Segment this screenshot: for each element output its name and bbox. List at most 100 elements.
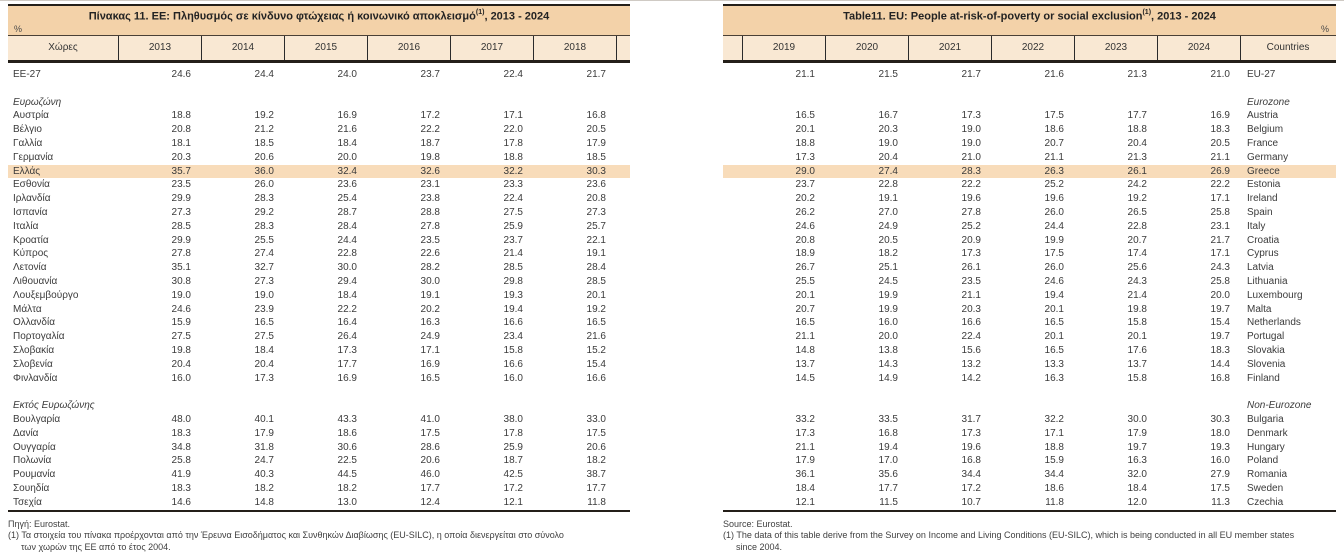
stub-cell <box>616 496 629 510</box>
value-cell: 19.4 <box>503 303 523 315</box>
value-cell: 32.6 <box>420 165 440 177</box>
value-cell: 17.8 <box>503 137 523 149</box>
value-cell: 34.4 <box>961 469 981 481</box>
table-row: 18.4 17.7 17.2 18.6 18.4 17.5 Sweden <box>723 482 1336 496</box>
value-cell: 22.0 <box>503 124 523 136</box>
value-cell: 23.8 <box>420 193 440 205</box>
table-row: ΕΕ-27 24.6 24.4 24.0 23.7 22.4 21.7 <box>8 68 630 82</box>
value-cell: 25.1 <box>878 262 898 274</box>
scan-edge-line <box>0 0 1344 1</box>
value-cell: 15.2 <box>586 344 606 356</box>
value-cell: 16.0 <box>1210 455 1230 467</box>
value-cell: 32.4 <box>337 165 357 177</box>
country-cell: Βουλγαρία <box>13 413 61 425</box>
table-row: 18.8 19.0 19.0 20.7 20.4 20.5 France <box>723 137 1336 151</box>
value-cell: 10.7 <box>961 496 981 508</box>
stub-cell <box>616 441 629 455</box>
table-row: Πορτογαλία 27.5 27.5 26.4 24.9 23.4 21.6 <box>8 330 630 344</box>
stub-cell <box>616 68 629 82</box>
table-row: 29.0 27.4 28.3 26.3 26.1 26.9 Greece <box>723 164 1336 179</box>
country-cell: Austria <box>1247 110 1279 122</box>
value-cell: 19.9 <box>878 289 898 301</box>
country-cell: ΕΕ-27 <box>13 69 41 80</box>
country-cell: Latvia <box>1247 262 1274 274</box>
value-cell: 26.5 <box>1127 206 1147 218</box>
value-cell: 11.8 <box>587 496 606 508</box>
value-cell: 28.8 <box>420 206 440 218</box>
value-cell: 18.8 <box>1044 441 1064 453</box>
value-cell: 21.1 <box>1210 151 1230 163</box>
value-cell: 19.7 <box>1127 441 1147 453</box>
table-row: Πολωνία 25.8 24.7 22.5 20.6 18.7 18.2 <box>8 454 630 468</box>
stub-cell <box>723 151 742 165</box>
value-cell: 23.1 <box>420 179 440 191</box>
value-cell: 19.0 <box>171 289 191 301</box>
value-cell: 28.3 <box>254 220 274 232</box>
value-cell: 30.6 <box>337 441 357 453</box>
value-cell: 18.6 <box>337 427 357 439</box>
table-row: 12.1 11.5 10.7 11.8 12.0 11.3 Czechia <box>723 496 1336 510</box>
country-cell: Estonia <box>1247 179 1281 191</box>
value-cell: 17.9 <box>1127 427 1147 439</box>
table-row: 36.1 35.6 34.4 34.4 32.0 27.9 Romania <box>723 468 1336 482</box>
value-cell: 19.1 <box>878 193 898 205</box>
value-cell: 16.5 <box>254 317 274 329</box>
country-cell: Γαλλία <box>13 137 43 149</box>
footnote-line: των χωρών της ΕΕ από το έτος 2004. <box>21 541 171 552</box>
table-row: 26.7 25.1 26.1 26.0 25.6 24.3 Latvia <box>723 261 1336 275</box>
value-cell: 14.8 <box>254 496 274 508</box>
value-cell: 28.5 <box>586 275 606 287</box>
table-row: 20.8 20.5 20.9 19.9 20.7 21.7 Croatia <box>723 234 1336 248</box>
value-cell: 17.9 <box>795 455 815 467</box>
value-cell: 31.7 <box>961 413 981 425</box>
table-row: 14.5 14.9 14.2 16.3 15.8 16.8 Finland <box>723 372 1336 386</box>
value-cell: 17.3 <box>961 427 981 439</box>
value-cell <box>825 96 908 110</box>
table-row: Δανία 18.3 17.9 18.6 17.5 17.8 17.5 <box>8 427 630 441</box>
value-cell: 20.0 <box>1210 289 1230 301</box>
value-cell: 28.6 <box>420 441 440 453</box>
value-cell <box>908 399 991 413</box>
value-cell: 19.0 <box>961 124 981 136</box>
value-cell: 29.8 <box>503 275 523 287</box>
value-cell: 20.6 <box>586 441 606 453</box>
value-cell: 27.8 <box>171 248 191 260</box>
value-cell: 25.9 <box>503 441 523 453</box>
value-cell: 17.2 <box>961 482 981 494</box>
value-cell: 19.8 <box>1127 303 1147 315</box>
table-row: Σλοβακία 19.8 18.4 17.3 17.1 15.8 15.2 <box>8 344 630 358</box>
stub-cell <box>616 123 629 137</box>
stub-cell <box>723 165 742 179</box>
value-cell: 20.7 <box>795 303 815 315</box>
table-row: 33.2 33.5 31.7 32.2 30.0 30.3 Bulgaria <box>723 413 1336 427</box>
value-cell: 16.5 <box>1044 317 1064 329</box>
stub-cell <box>723 234 742 248</box>
value-cell: 15.9 <box>1044 455 1064 467</box>
value-cell: 33.0 <box>586 413 606 425</box>
left-title-band: Πίνακας 11. ΕΕ: Πληθυσμός σε κίνδυνο φτώ… <box>8 4 630 36</box>
value-cell: 32.7 <box>254 262 274 274</box>
value-cell: 24.4 <box>337 234 357 246</box>
value-cell: 21.0 <box>961 151 981 163</box>
table-row: Γερμανία 20.3 20.6 20.0 19.8 18.8 18.5 <box>8 151 630 165</box>
table-row: 16.5 16.0 16.6 16.5 15.8 15.4 Netherlands <box>723 316 1336 330</box>
value-cell: 18.5 <box>586 151 606 163</box>
value-cell: 24.6 <box>171 303 191 315</box>
value-cell: 17.1 <box>1210 193 1230 205</box>
value-cell: 28.5 <box>171 220 191 232</box>
value-cell: 23.7 <box>503 234 523 246</box>
value-cell: 20.5 <box>586 124 606 136</box>
value-cell: 17.6 <box>1127 344 1147 356</box>
country-cell: Λετονία <box>13 262 47 274</box>
table-row: Τσεχία 14.6 14.8 13.0 12.4 12.1 11.8 <box>8 496 630 510</box>
value-cell: 17.5 <box>420 427 440 439</box>
table-row: 20.1 20.3 19.0 18.6 18.8 18.3 Belgium <box>723 123 1336 137</box>
country-cell: Hungary <box>1247 441 1285 453</box>
value-cell <box>1074 96 1157 110</box>
value-cell <box>284 82 367 96</box>
table-row: 20.1 19.9 21.1 19.4 21.4 20.0 Luxembourg <box>723 289 1336 303</box>
value-cell: 17.9 <box>254 427 274 439</box>
country-cell: Greece <box>1247 165 1280 177</box>
stub-cell <box>616 399 629 413</box>
value-cell: 22.6 <box>420 248 440 260</box>
